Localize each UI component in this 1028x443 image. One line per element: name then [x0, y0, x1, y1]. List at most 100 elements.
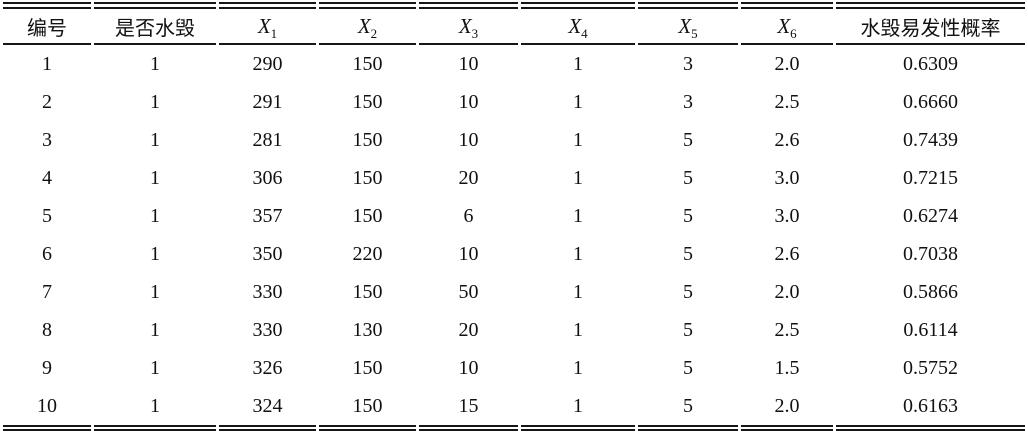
- table-row: 9 1 326 150 10 1 5 1.5 0.5752: [3, 349, 1025, 387]
- table-cell: 5: [683, 128, 693, 151]
- table-cell: 5: [42, 204, 52, 227]
- table-cell: 5: [683, 318, 693, 341]
- table-cell: 6: [42, 242, 52, 265]
- table-cell: 150: [352, 166, 383, 189]
- column-header: X5: [638, 2, 738, 45]
- table-cell: 1: [94, 387, 216, 431]
- table-cell: 1: [150, 242, 160, 265]
- table-cell: 130: [352, 318, 383, 341]
- table-cell: 1: [150, 356, 160, 379]
- table-cell: 1: [150, 280, 160, 303]
- table-cell: 1: [573, 166, 583, 189]
- table-row: 5 1 357 150 6 1 5 3.0 0.6274: [3, 197, 1025, 235]
- table-cell: 1: [573, 242, 583, 265]
- table-cell: 2.5: [774, 90, 800, 113]
- column-header: X4: [521, 2, 635, 45]
- table-cell: 10: [458, 128, 479, 151]
- table-cell: 2.0: [774, 280, 800, 303]
- table-body: 1 1 290 150 10 1 3 2.0 0.6309 2 1 291 150 10 1 3 2.5 0.66…: [3, 45, 1025, 431]
- table-cell: 1: [42, 52, 52, 75]
- table-cell: 290: [252, 52, 283, 75]
- table-cell: 20: [458, 166, 479, 189]
- table-cell: 10: [458, 90, 479, 113]
- table-cell: 150: [352, 280, 383, 303]
- table-header: 编号 是否水毁 X1 X2 X3 X4 X5 X6 水毁易发性概率: [3, 2, 1025, 45]
- table-cell: 1: [573, 204, 583, 227]
- table-cell: 10: [458, 356, 479, 379]
- table-cell: 6: [463, 204, 474, 227]
- variable-subscript: 4: [581, 25, 588, 41]
- table-cell: 0.6114: [903, 318, 958, 341]
- table-cell: 10: [458, 242, 479, 265]
- table-cell: 3: [683, 90, 693, 113]
- table-row: 10 1 324 150 15 1 5 2.0 0.6163: [3, 387, 1025, 431]
- table-cell: 330: [252, 318, 283, 341]
- table-cell: 1: [150, 204, 160, 227]
- table-cell: 0.7038: [903, 242, 958, 265]
- table-cell: 281: [252, 128, 283, 151]
- table-row: 6 1 350 220 10 1 5 2.6 0.7038: [3, 235, 1025, 273]
- table-cell: 350: [252, 242, 283, 265]
- table-cell: 1: [150, 52, 160, 75]
- table-row: 4 1 306 150 20 1 5 3.0 0.7215: [3, 159, 1025, 197]
- table-cell: 2.6: [774, 128, 800, 151]
- table-cell: 1: [573, 52, 583, 75]
- table-cell: 324: [219, 387, 316, 431]
- variable-subscript: 1: [270, 25, 278, 41]
- table-cell: 150: [352, 204, 383, 227]
- table-cell: 1: [573, 280, 583, 303]
- table-cell: 306: [252, 166, 283, 189]
- table-cell: 150: [352, 128, 383, 151]
- variable-symbol: X: [458, 13, 472, 38]
- table-cell: 150: [352, 90, 383, 113]
- table-cell: 0.5866: [903, 280, 958, 303]
- variable-symbol: X: [357, 13, 371, 38]
- variable-symbol: X: [257, 13, 271, 38]
- table-row: 3 1 281 150 10 1 5 2.6 0.7439: [3, 121, 1025, 159]
- column-header: X6: [741, 2, 833, 45]
- variable-subscript: 2: [370, 25, 378, 41]
- variable-symbol: X: [568, 13, 582, 38]
- table-cell: 1: [150, 318, 160, 341]
- table-cell: 10: [3, 387, 91, 431]
- table-row: 7 1 330 150 50 1 5 2.0 0.5866: [3, 273, 1025, 311]
- variable-symbol: X: [678, 13, 692, 38]
- table-cell: 1: [573, 356, 583, 379]
- table-cell: 150: [352, 356, 383, 379]
- table-cell: 15: [419, 387, 518, 431]
- table-cell: 357: [252, 204, 283, 227]
- table-cell: 220: [352, 242, 383, 265]
- table-cell: 3.0: [774, 166, 800, 189]
- table-cell: 1: [573, 90, 583, 113]
- table-cell: 1: [573, 318, 583, 341]
- table-cell: 150: [319, 387, 416, 431]
- column-header: X1: [219, 2, 316, 45]
- table-cell: 0.7215: [903, 166, 958, 189]
- table-cell: 3.0: [774, 204, 800, 227]
- table-cell: 2.0: [774, 52, 800, 75]
- table-cell: 2.5: [774, 318, 800, 341]
- table-cell: 20: [458, 318, 479, 341]
- table-cell: 5: [638, 387, 738, 431]
- table-cell: 5: [683, 204, 693, 227]
- table-cell: 1: [150, 128, 160, 151]
- table-cell: 1.5: [774, 356, 800, 379]
- table-cell: 2.0: [741, 387, 833, 431]
- table-row: 2 1 291 150 10 1 3 2.5 0.6660: [3, 83, 1025, 121]
- table-cell: 0.6660: [903, 90, 958, 113]
- table-cell: 1: [521, 387, 635, 431]
- table-row: 1 1 290 150 10 1 3 2.0 0.6309: [3, 45, 1025, 83]
- table-cell: 50: [458, 280, 479, 303]
- table-cell: 3: [42, 128, 52, 151]
- column-header: 是否水毁: [94, 2, 216, 45]
- column-header: 水毁易发性概率: [836, 2, 1025, 45]
- table-cell: 0.5752: [903, 356, 958, 379]
- table-cell: 2: [42, 90, 52, 113]
- table-cell: 1: [150, 90, 160, 113]
- table-cell: 5: [683, 166, 693, 189]
- table-cell: 1: [573, 128, 583, 151]
- table-cell: 10: [458, 52, 479, 75]
- column-header: 编号: [3, 2, 91, 45]
- table-cell: 5: [683, 280, 693, 303]
- variable-symbol: X: [777, 13, 791, 38]
